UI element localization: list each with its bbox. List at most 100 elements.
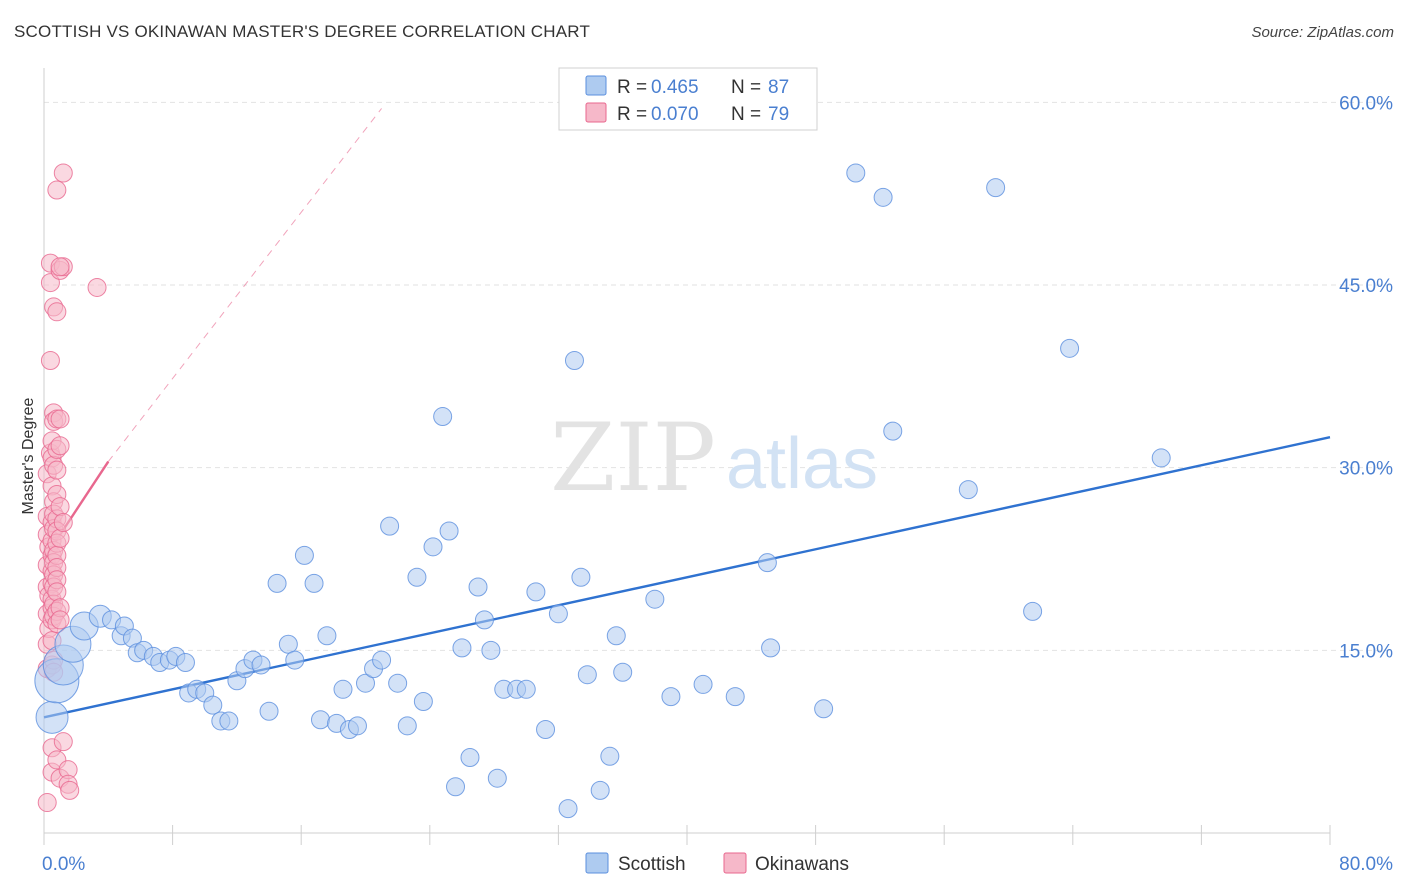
scottish-point-26 <box>251 655 271 675</box>
scottish-point-41 <box>372 650 392 670</box>
scottish-point-61 <box>536 719 556 739</box>
legend-scottish-r-value: 0.465 <box>651 77 699 98</box>
scottish-point-46 <box>413 691 433 711</box>
legend-bottom-okinawan-swatch <box>723 852 747 874</box>
scottish-point-73 <box>693 674 713 694</box>
scottish-point-67 <box>590 780 610 800</box>
okinawan-point-76 <box>60 780 80 800</box>
scottish-point-52 <box>460 748 480 767</box>
okinawan-point-78 <box>50 257 70 277</box>
okinawan-point-70 <box>53 163 73 183</box>
scottish-point-74 <box>725 687 745 707</box>
scottish-point-42 <box>380 516 400 536</box>
scottish-point-44 <box>397 716 417 736</box>
scottish-point-62 <box>548 604 568 624</box>
scottish-point-29 <box>278 634 298 654</box>
scottish-point-72 <box>661 687 681 707</box>
okinawan-point-66 <box>50 528 70 548</box>
scottish-point-51 <box>452 638 472 658</box>
scottish-point-34 <box>317 626 337 646</box>
scottish-point-31 <box>294 545 314 565</box>
scottish-point-39 <box>356 673 375 693</box>
scottish-point-30 <box>285 650 305 670</box>
scottish-point-16 <box>175 653 195 673</box>
x-tick-label-1: 80.0% <box>1339 854 1393 875</box>
watermark-zip: ZIP <box>550 404 716 513</box>
scottish-point-84 <box>1060 338 1080 358</box>
okinawan-point-65 <box>50 497 70 517</box>
legend-scottish-n-value: 87 <box>768 77 789 98</box>
scottish-point-56 <box>487 768 507 788</box>
legend-bottom-scottish-label: Scottish <box>618 854 686 875</box>
scottish-point-50 <box>446 777 466 797</box>
y-tick-label-3: 60.0% <box>1339 93 1393 114</box>
scottish-point-49 <box>439 521 459 541</box>
scottish-point-83 <box>1023 601 1043 621</box>
scottish-point-80 <box>883 421 903 441</box>
y-tick-label-0: 15.0% <box>1339 641 1393 662</box>
y-axis-label: Master's Degree <box>20 397 37 514</box>
legend-bottom-scottish-swatch <box>585 852 609 874</box>
trend-line-2 <box>107 108 382 462</box>
okinawan-point-72 <box>53 512 73 532</box>
legend-scottish-swatch <box>585 75 607 96</box>
okinawan-point-0 <box>37 793 57 813</box>
scottish-point-45 <box>407 567 427 587</box>
okinawan-point-63 <box>50 409 70 429</box>
scottish-point-82 <box>986 178 1006 198</box>
okinawan-point-46 <box>47 180 67 200</box>
scottish-point-66 <box>577 665 597 685</box>
scottish-point-20 <box>203 695 223 715</box>
okinawan-point-58 <box>47 582 67 602</box>
scottish-point-68 <box>600 746 620 766</box>
scottish-point-85 <box>1151 448 1171 468</box>
scottish-point-28 <box>267 573 287 593</box>
y-tick-label-2: 45.0% <box>1339 276 1393 297</box>
scottish-point-71 <box>645 589 665 609</box>
scottish-point-65 <box>571 567 591 587</box>
x-tick-label-0: 0.0% <box>42 854 85 875</box>
scottish-point-69 <box>606 626 626 646</box>
scottish-point-38 <box>347 716 367 736</box>
scottish-point-70 <box>613 662 633 682</box>
legend-okinawan-r-label: R = <box>617 104 647 125</box>
scottish-point-77 <box>814 699 834 719</box>
scottish-point-22 <box>219 711 239 731</box>
scottish-point-48 <box>433 407 453 427</box>
watermark-atlas: atlas <box>726 424 878 504</box>
scottish-point-53 <box>468 577 488 597</box>
scottish-point-27 <box>259 701 279 721</box>
okinawan-point-47 <box>47 302 67 322</box>
okinawan-point-50 <box>47 460 67 480</box>
scottish-point-60 <box>526 582 546 602</box>
scottish-point-59 <box>516 679 536 699</box>
scottish-point-64 <box>564 351 584 371</box>
scottish-point-81 <box>958 480 978 500</box>
legend-stats: R = 0.465 N = 87 R = 0.070 N = 79 <box>558 67 818 131</box>
okinawan-point-64 <box>50 436 70 456</box>
scottish-point-54 <box>474 610 494 630</box>
tick-labels: 15.0% 30.0% 45.0% 60.0% 0.0% 80.0% <box>42 93 1393 875</box>
okinawan-point-12 <box>40 351 60 371</box>
okinawan-point-77 <box>87 277 107 297</box>
legend-scottish-n-label: N = <box>731 77 761 98</box>
scottish-point-76 <box>761 638 781 658</box>
scottish-point-43 <box>388 673 408 693</box>
chart-title: SCOTTISH VS OKINAWAN MASTER'S DEGREE COR… <box>14 22 591 41</box>
legend-scottish-r-label: R = <box>617 77 647 98</box>
scottish-point-79 <box>873 187 893 207</box>
okinawan-point-68 <box>50 610 70 630</box>
chart-source: Source: ZipAtlas.com <box>1251 24 1394 41</box>
legend-series: Scottish Okinawans <box>585 852 849 875</box>
scottish-point-32 <box>304 573 324 593</box>
okinawan-point-73 <box>53 732 73 752</box>
gridlines <box>44 101 1390 651</box>
scottish-points <box>34 163 1171 819</box>
legend-okinawan-n-label: N = <box>731 104 761 125</box>
y-tick-label-1: 30.0% <box>1339 459 1393 480</box>
scottish-point-0 <box>35 700 69 734</box>
scottish-point-33 <box>310 710 330 730</box>
watermark: ZIP atlas <box>550 404 878 513</box>
legend-okinawan-swatch <box>585 102 607 123</box>
